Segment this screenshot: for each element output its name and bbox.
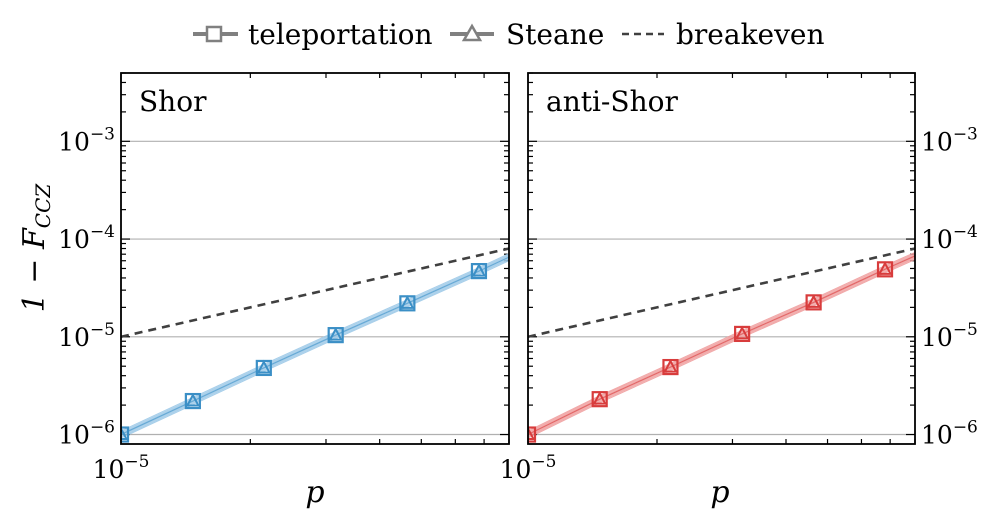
teleportation-marker [830,102,844,116]
axes-frame [120,72,510,445]
teleportation-marker [121,426,130,443]
series-bundle-line [121,254,509,433]
y-tick-label: 10−3 [921,124,978,156]
steane-marker [528,426,536,441]
x-axis-label-left: p [305,475,324,510]
series-bundle-line [121,260,509,439]
steane-marker [734,325,750,340]
series-markers [528,261,894,443]
legend-teleportation-label: teleportation [248,18,433,51]
panel-anti-shor: anti-Shor 10−5 10−6 10−5 10−4 10−3 [500,72,978,484]
y-tick-label: 10−3 [58,124,115,156]
series-bundle-line [121,255,509,434]
x-tick-label: 10−5 [500,452,557,484]
x-tick-label: 10−5 [93,452,150,484]
steane-marker [328,326,343,341]
legend-item-breakeven: breakeven [622,18,825,51]
y-axis-label-subscript: CCZ [31,183,55,229]
teleportation-marker [544,231,558,245]
steane-marker [617,199,628,210]
steane-marker [256,359,271,374]
steane-marker [806,294,821,308]
series-bundle-line [528,252,915,433]
teleportation-marker [686,166,700,180]
steane-marker [663,358,678,373]
panel-title-anti-shor: anti-Shor [546,85,678,118]
series-bundle-line [528,256,915,437]
y-tick-label: 10−6 [921,418,978,450]
grid-lines [120,73,509,444]
series-bundle-line [528,258,915,439]
y-tick-label: 10−5 [58,320,115,352]
series-bundle-line [528,257,915,438]
steane-marker [877,261,893,275]
axes-frame [527,72,916,445]
grid-lines [527,73,915,444]
steane-marker [688,167,699,178]
series-bundle-line [528,251,915,432]
series-teleportation-line [121,256,509,436]
axis-ticks [527,72,916,444]
axis-ticks [120,72,510,444]
x-axis-label-right: p [710,475,729,510]
teleportation-marker [528,426,537,443]
legend-steane-label: Steane [506,18,604,51]
steane-marker [592,391,607,405]
steane-marker [903,72,914,83]
steane-marker [400,295,415,309]
steane-marker [121,426,129,441]
legend-square-marker-icon [205,25,223,43]
series-teleportation-line [528,255,915,436]
y-tick-label: 10−5 [921,320,978,352]
y-axis-label: 1 − FCCZ [17,183,55,313]
legend-item-teleportation: teleportation [193,18,433,51]
y-tick-label: 10−4 [58,222,115,254]
steane-marker [185,392,201,407]
series-bundle-line [121,253,509,432]
series-markers [121,72,914,443]
series-bundle-line [528,254,915,434]
steane-marker [471,262,487,277]
steane-marker [545,232,556,243]
series-bundle-line [121,257,509,437]
steane-marker [831,103,842,114]
steane-marker [760,135,771,146]
legend-item-steane: Steane [450,18,604,51]
legend-triangle-marker-icon [461,23,483,42]
plot-area [121,72,914,443]
plot-area [528,247,915,443]
panel-title-shor: Shor [139,85,207,118]
legend: teleportation Steane breakeven [193,18,825,51]
y-tick-label: 10−4 [921,222,978,254]
series-bundle-line [121,258,509,438]
y-tick-label: 10−6 [58,418,115,450]
legend-breakeven-label: breakeven [676,18,825,51]
teleportation-marker [616,198,630,212]
